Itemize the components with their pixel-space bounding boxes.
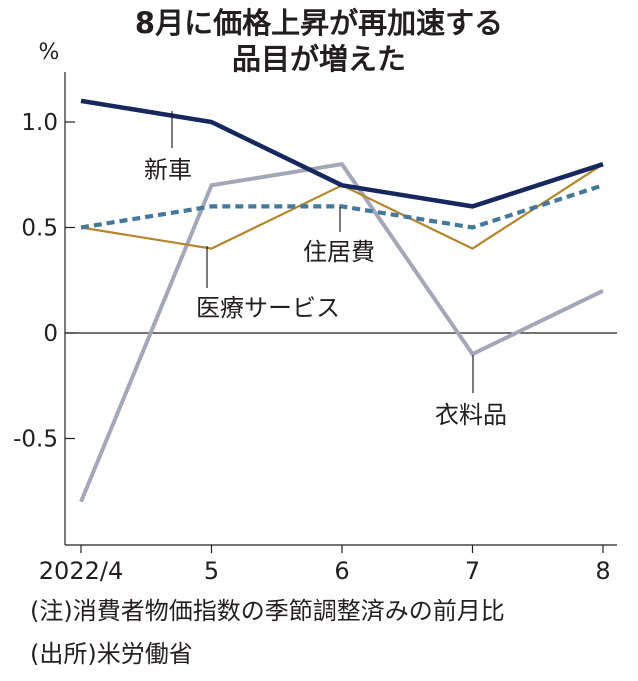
series-label: 衣料品 <box>435 401 507 429</box>
x-tick-label: 5 <box>204 557 219 585</box>
series-label: 新車 <box>144 156 192 184</box>
x-tick-label: 7 <box>465 557 480 585</box>
chart-title-line-1: 8月に価格上昇が再加速する <box>134 6 504 40</box>
y-tick-label: 1.0 <box>21 110 58 136</box>
chart-note: (注)消費者物価指数の季節調整済みの前月比 <box>30 597 505 625</box>
x-tick-label: 8 <box>595 557 610 585</box>
chart-title-line-2: 品目が増えた <box>231 42 406 76</box>
series-line-1 <box>80 183 604 230</box>
series-line-0 <box>80 98 604 209</box>
series-line-3 <box>79 162 604 503</box>
series-label: 医療サービス <box>196 294 340 322</box>
series-label: 住居費 <box>303 238 375 266</box>
chart-source: (出所)米労働省 <box>30 640 193 668</box>
y-tick-label: 0.5 <box>21 216 58 242</box>
x-tick-label: 2022/4 <box>39 557 123 585</box>
x-tick-label: 6 <box>334 557 349 585</box>
y-tick-label: 0 <box>43 321 58 347</box>
y-unit-label: % <box>39 40 60 65</box>
y-tick-label: -0.5 <box>13 427 58 453</box>
